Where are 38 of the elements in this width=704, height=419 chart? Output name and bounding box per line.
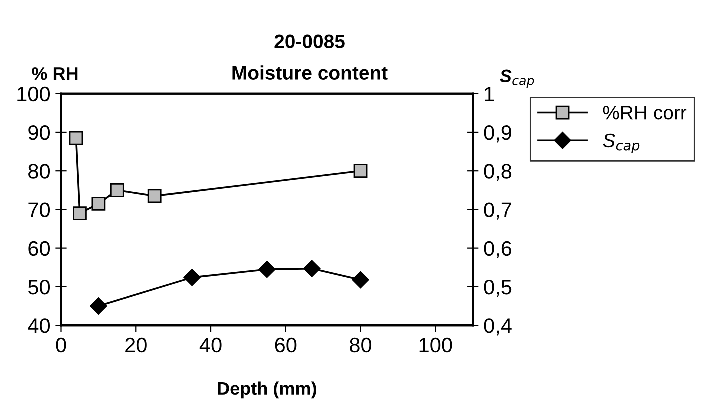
point xyxy=(92,196,106,211)
y-tick-label: 40 xyxy=(28,318,50,334)
y-axis-title: % RH xyxy=(32,67,78,80)
x-tick-label: 20 xyxy=(126,338,147,353)
x-tick-label: 60 xyxy=(275,338,297,353)
y2-tick-label: 0,4 xyxy=(484,318,512,336)
x-tick-label: 100 xyxy=(420,338,452,353)
point xyxy=(110,183,124,198)
point xyxy=(184,269,201,286)
y2-tick-label: 0,6 xyxy=(484,241,512,259)
y2-tick-label: 0,5 xyxy=(484,280,512,298)
legend-label: %RH corr xyxy=(603,106,687,120)
y-tick-label: 100 xyxy=(18,86,50,102)
y-tick-label: 80 xyxy=(28,164,50,179)
x-axis-title: Depth (mm) xyxy=(218,382,316,399)
point xyxy=(258,261,276,278)
y-tick-label: 60 xyxy=(28,241,50,256)
y-tick-label: 90 xyxy=(28,125,50,140)
legend-label: S$_{cap}$ xyxy=(603,134,640,154)
chart-title: 20-0085 xyxy=(274,34,345,49)
point xyxy=(148,189,162,204)
y2-tick-label: 1 xyxy=(485,87,494,102)
point xyxy=(90,298,108,315)
point xyxy=(73,206,87,221)
x-tick-label: 0 xyxy=(56,338,66,353)
x-tick-label: 80 xyxy=(350,338,372,353)
y-tick-label: 70 xyxy=(28,202,50,218)
point xyxy=(352,271,370,289)
point xyxy=(354,164,368,178)
x-tick-label: 40 xyxy=(200,338,222,353)
point xyxy=(69,131,84,146)
y2-tick-label: 0,8 xyxy=(484,164,512,182)
y2-tick-label: 0,9 xyxy=(484,125,512,143)
y-tick-label: 50 xyxy=(28,280,50,295)
point xyxy=(304,260,321,278)
y2-axis-title: S$_{cap}$ xyxy=(500,70,534,88)
chart-subtitle: Moisture content xyxy=(232,66,388,80)
y2-tick-label: 0,7 xyxy=(484,202,512,220)
